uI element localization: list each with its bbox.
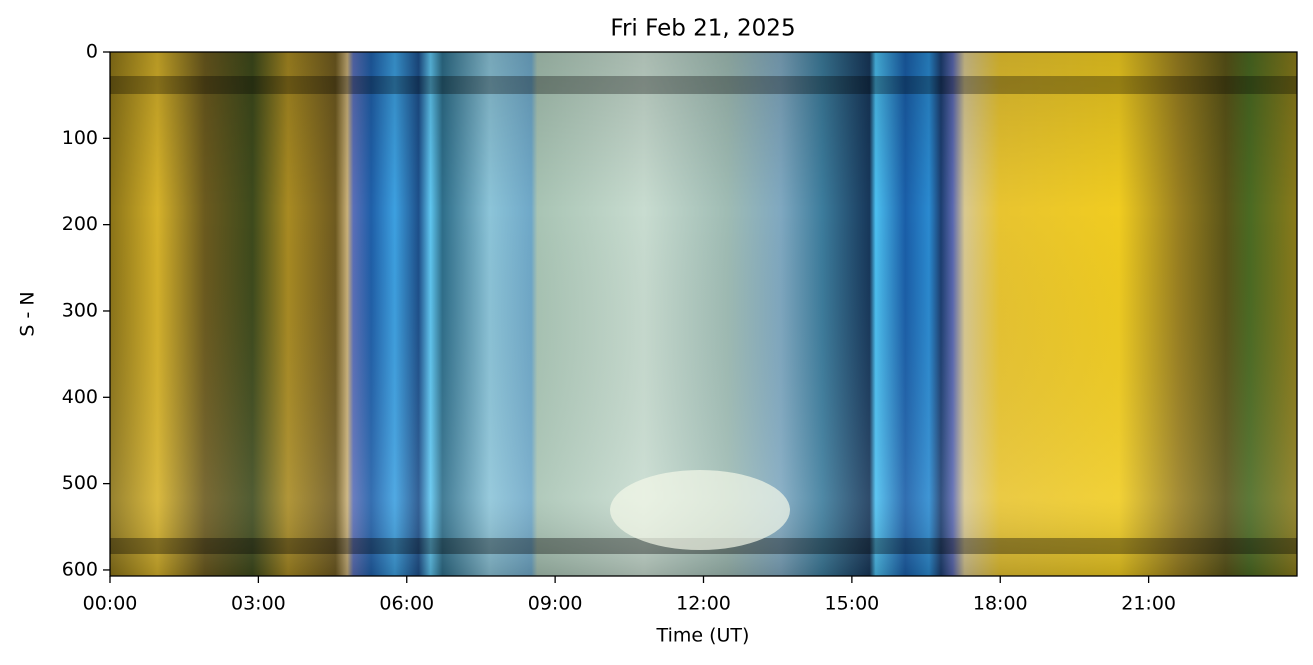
x-tick-label: 00:00 <box>83 593 138 615</box>
x-tick-label: 03:00 <box>231 593 286 615</box>
x-tick-label: 21:00 <box>1121 593 1176 615</box>
y-tick-label: 0 <box>86 41 98 63</box>
x-tick-label: 09:00 <box>528 593 583 615</box>
y-axis-label: S - N <box>17 291 39 336</box>
y-tick-label: 200 <box>62 213 98 235</box>
y-tick-label: 100 <box>62 127 98 149</box>
y-tick-label: 400 <box>62 386 98 408</box>
x-tick-label: 06:00 <box>379 593 434 615</box>
y-tick-label: 500 <box>62 472 98 494</box>
y-tick-label: 300 <box>62 299 98 321</box>
x-tick-label: 12:00 <box>676 593 731 615</box>
keogram-image <box>110 52 1297 576</box>
x-tick-label: 18:00 <box>973 593 1028 615</box>
x-tick-label: 15:00 <box>824 593 879 615</box>
x-axis-label: Time (UT) <box>656 625 750 647</box>
chart-title: Fri Feb 21, 2025 <box>610 16 795 42</box>
y-tick-label: 600 <box>62 558 98 580</box>
